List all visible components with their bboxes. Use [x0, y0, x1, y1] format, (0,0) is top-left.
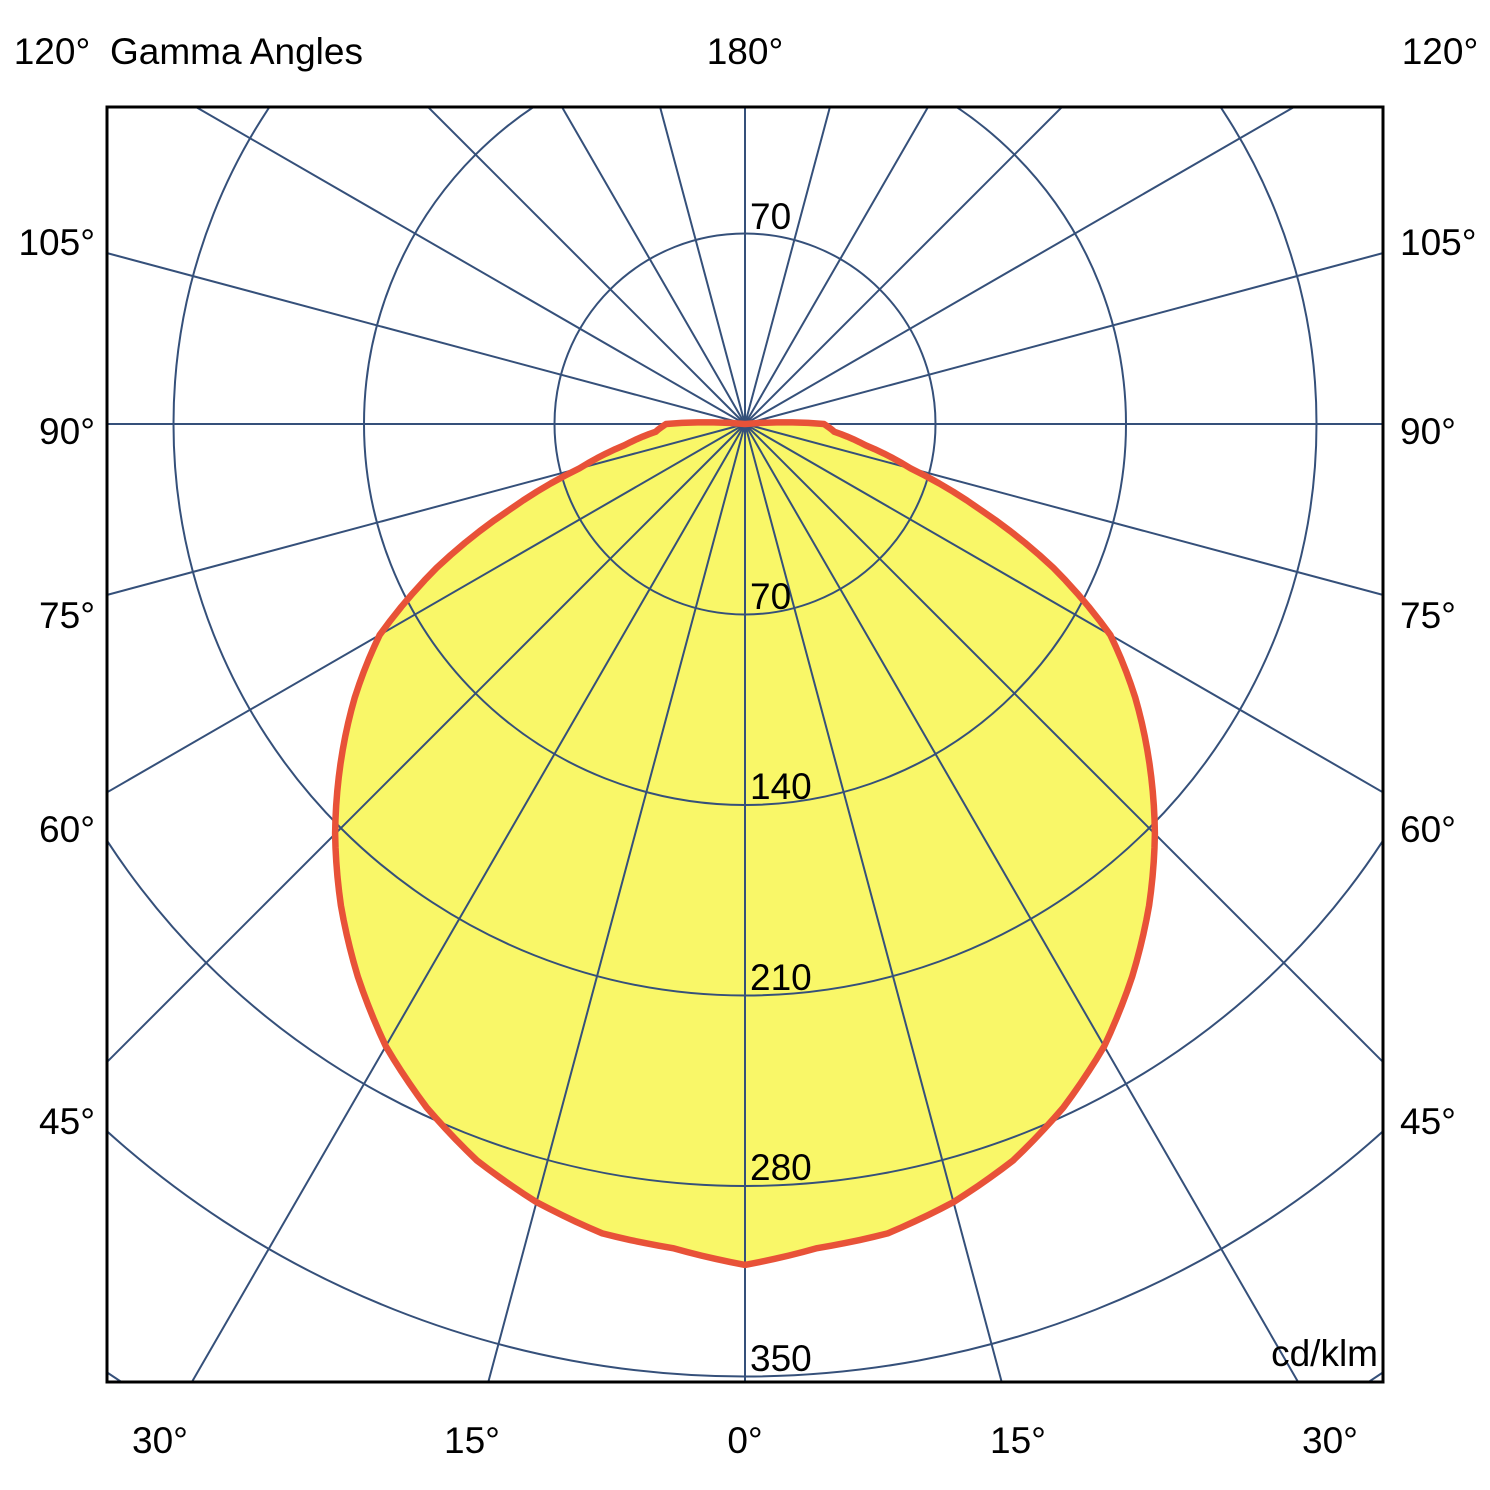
gamma-label-left-90: 90°: [39, 411, 95, 452]
gamma-label-bottom-4: 30°: [1302, 1420, 1358, 1461]
radial-tick-lower-210: 210: [750, 957, 812, 998]
grid-ray-345deg: [487, 423, 746, 1382]
gamma-labels-right: 105° 90° 75° 60° 45°: [1400, 222, 1477, 1142]
gamma-label-right-60: 60°: [1400, 809, 1456, 850]
grid-ray-300deg: [107, 423, 746, 794]
grid-ray-105deg: [744, 252, 1383, 425]
grid-ray-120deg: [744, 107, 1297, 425]
grid-ray-315deg: [107, 423, 746, 1064]
grid-ray-30deg: [744, 423, 1300, 1382]
gamma-label-bottom-0: 30°: [132, 1420, 188, 1461]
gamma-label-left-75: 75°: [39, 595, 95, 636]
grid-ray-285deg: [107, 423, 746, 596]
grid-ray-150deg: [744, 107, 930, 425]
grid-ray-195deg: [659, 107, 746, 425]
grid-ray-240deg: [193, 107, 746, 425]
gamma-labels-left: 105° 90° 75° 60° 45°: [18, 222, 95, 1142]
intensity-distribution-curve: [331, 419, 1159, 1269]
grid-ray-15deg: [744, 423, 1003, 1382]
radial-tick-lower-280: 280: [750, 1147, 812, 1188]
gamma-label-top-right-120: 120°: [1402, 31, 1479, 72]
radial-tick-lower-70: 70: [750, 576, 791, 617]
gamma-label-top-left-120: 120°: [14, 31, 91, 72]
gamma-label-right-75: 75°: [1400, 595, 1456, 636]
grid-ray-45deg: [744, 423, 1383, 1064]
gamma-label-left-45: 45°: [39, 1101, 95, 1142]
gamma-label-left-105: 105°: [18, 222, 95, 263]
grid-ray-330deg: [190, 423, 746, 1382]
radial-tick-lower-140: 140: [750, 766, 812, 807]
gamma-label-right-105: 105°: [1400, 222, 1477, 263]
grid-ray-75deg: [744, 423, 1383, 596]
gamma-labels-bottom: 30° 15° 0° 15° 30°: [132, 1420, 1358, 1461]
gamma-label-right-45: 45°: [1400, 1101, 1456, 1142]
grid-ray-255deg: [107, 252, 746, 425]
gamma-label-left-60: 60°: [39, 809, 95, 850]
grid-ray-135deg: [744, 107, 1064, 425]
gamma-label-bottom-1: 15°: [444, 1420, 500, 1461]
plot-border: [105, 105, 1385, 1384]
gamma-label-right-90: 90°: [1400, 411, 1456, 452]
radial-tick-lower-350: 350: [750, 1338, 812, 1379]
chart-title: Gamma Angles: [110, 31, 363, 72]
grid-ray-210deg: [560, 107, 746, 425]
grid-ray-60deg: [744, 423, 1383, 794]
radial-value-labels: 70 140 210 280 350: [750, 576, 812, 1379]
gamma-label-bottom-2: 0°: [727, 1420, 762, 1461]
gamma-label-top-180: 180°: [707, 31, 784, 72]
radial-tick-upper-70: 70: [750, 196, 791, 237]
grid-ray-225deg: [426, 107, 746, 425]
gamma-label-bottom-3: 15°: [990, 1420, 1046, 1461]
unit-label: cd/klm: [1271, 1333, 1378, 1374]
grid-ray-165deg: [744, 107, 831, 425]
